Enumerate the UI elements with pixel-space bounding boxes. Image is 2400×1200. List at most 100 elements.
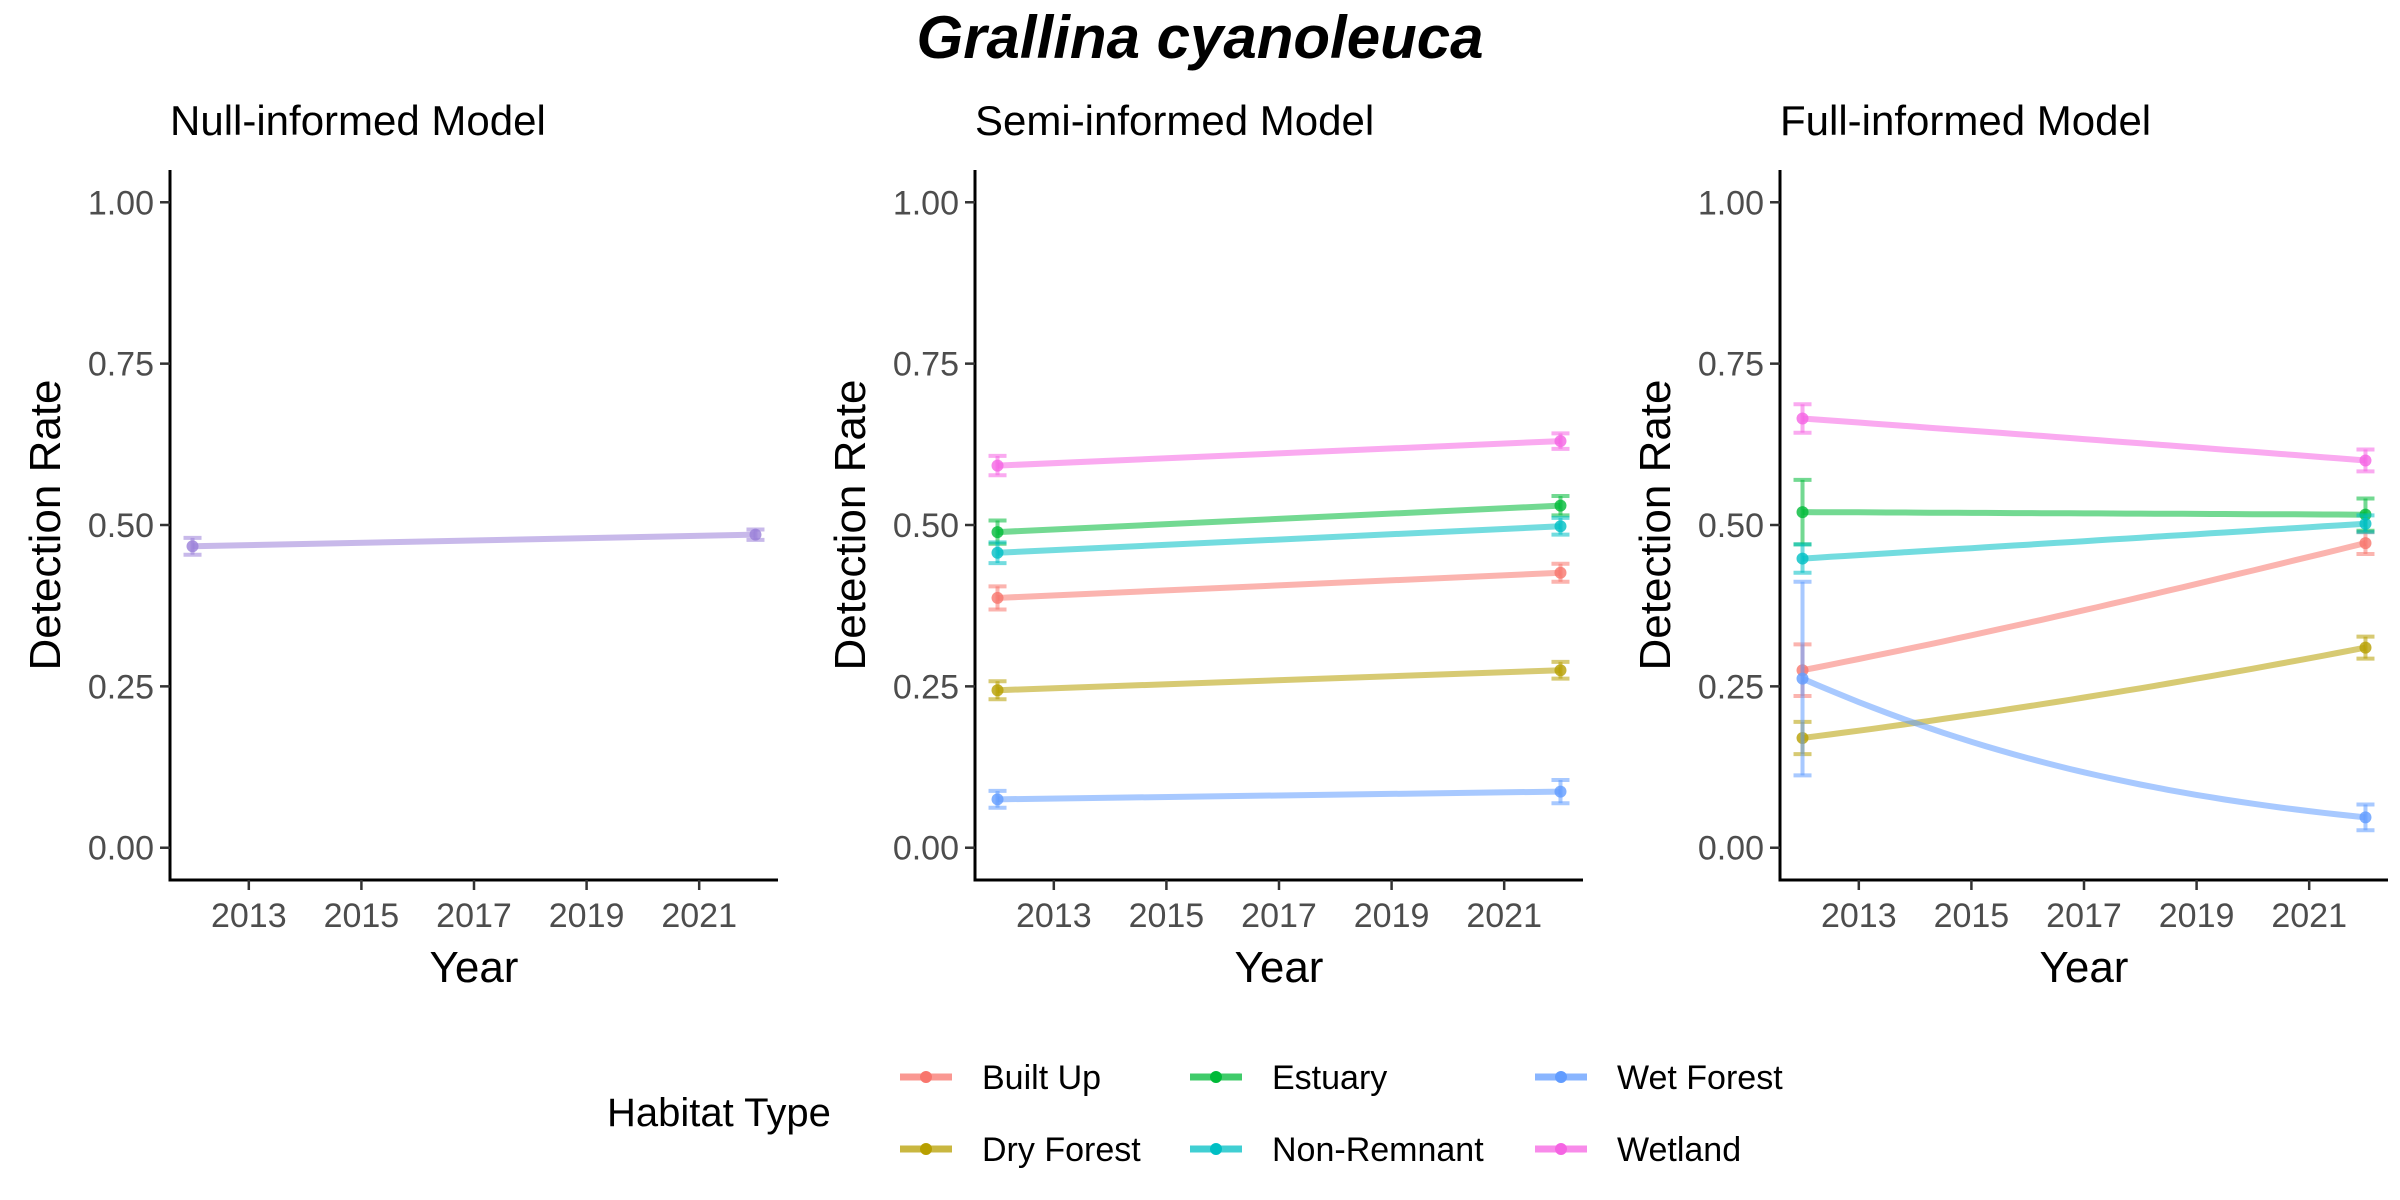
legend-item-wetland: Wetland bbox=[1535, 1131, 1741, 1169]
x-tick-label: 2019 bbox=[549, 897, 625, 935]
fit-line bbox=[1802, 509, 2366, 518]
series-non-remnant bbox=[988, 515, 1570, 566]
data-point bbox=[2359, 537, 2372, 550]
series-wet-forest bbox=[988, 777, 1570, 810]
panel-title: Full-informed Model bbox=[1780, 97, 2151, 144]
y-axis-title: Detection Rate bbox=[1631, 379, 1680, 670]
y-tick-label: 0.50 bbox=[1698, 507, 1764, 545]
series-estuary bbox=[1793, 477, 2375, 547]
x-tick-label: 2015 bbox=[324, 897, 400, 935]
legend-label: Wetland bbox=[1617, 1131, 1741, 1169]
data-point bbox=[1796, 552, 1809, 565]
legend-label: Built Up bbox=[982, 1059, 1101, 1097]
series-wetland bbox=[988, 431, 1570, 478]
data-point bbox=[2359, 517, 2372, 530]
series-wet-forest bbox=[1793, 579, 2375, 833]
x-tick-label: 2021 bbox=[1466, 897, 1542, 935]
fit-line bbox=[1801, 675, 2366, 821]
y-tick-label: 0.25 bbox=[1698, 668, 1764, 706]
x-tick-label: 2015 bbox=[1934, 897, 2010, 935]
legend-label: Wet Forest bbox=[1617, 1059, 1783, 1097]
legend-key bbox=[900, 1143, 952, 1155]
panel-title: Null-informed Model bbox=[170, 97, 546, 144]
x-tick-label: 2017 bbox=[436, 897, 512, 935]
x-tick-label: 2021 bbox=[661, 897, 737, 935]
x-tick-label: 2019 bbox=[1354, 897, 1430, 935]
x-tick-label: 2017 bbox=[2046, 897, 2122, 935]
legend-key bbox=[1535, 1071, 1587, 1083]
legend-item-built-up: Built Up bbox=[900, 1059, 1101, 1097]
legend-item-estuary: Estuary bbox=[1190, 1059, 1387, 1097]
y-tick-label: 0.25 bbox=[893, 668, 959, 706]
legend-item-non-remnant: Non-Remnant bbox=[1190, 1131, 1484, 1169]
x-tick-label: 2015 bbox=[1129, 897, 1205, 935]
fit-line bbox=[1802, 415, 2366, 464]
fit-line bbox=[1801, 540, 2367, 674]
x-axis-title: Year bbox=[430, 943, 519, 992]
fit-line bbox=[997, 438, 1561, 469]
y-axis-title: Detection Rate bbox=[826, 379, 875, 670]
fit-line bbox=[997, 667, 1561, 694]
x-axis-title: Year bbox=[2040, 943, 2129, 992]
legend-item-wet-forest: Wet Forest bbox=[1535, 1059, 1783, 1097]
panel-1: Null-informed Model 0.00 0.25 0.50 0.75 1.00 2… bbox=[21, 97, 778, 992]
data-point bbox=[2359, 454, 2372, 467]
y-tick-label: 0.75 bbox=[88, 346, 154, 384]
data-point bbox=[991, 793, 1004, 806]
legend-label: Dry Forest bbox=[982, 1131, 1141, 1169]
fit-line bbox=[1802, 520, 2366, 562]
x-tick-label: 2013 bbox=[211, 897, 287, 935]
legend-key bbox=[1535, 1143, 1587, 1155]
legend-key bbox=[1190, 1143, 1242, 1155]
data-point bbox=[991, 526, 1004, 539]
x-tick-label: 2017 bbox=[1241, 897, 1317, 935]
data-point bbox=[1796, 506, 1809, 519]
data-point bbox=[1554, 785, 1567, 798]
panel-3: Full-informed Model 0.00 0.25 0.50 0.75 1.00 2… bbox=[1631, 97, 2388, 992]
series-non-remnant bbox=[1793, 513, 2375, 575]
series-dry-forest bbox=[988, 659, 1570, 702]
data-point bbox=[1554, 435, 1567, 448]
y-tick-label: 1.00 bbox=[893, 184, 959, 222]
x-axis-title: Year bbox=[1235, 943, 1324, 992]
data-point bbox=[1554, 520, 1567, 533]
data-point bbox=[991, 459, 1004, 472]
y-tick-label: 0.50 bbox=[88, 507, 154, 545]
panels: Null-informed Model 0.00 0.25 0.50 0.75 1.00 2… bbox=[21, 97, 2388, 992]
legend: Habitat Type Built Up Dry Forest Estuary Non… bbox=[607, 1059, 1783, 1169]
y-tick-label: 0.75 bbox=[893, 346, 959, 384]
series-wetland bbox=[1793, 402, 2375, 474]
series-built-up bbox=[988, 561, 1570, 612]
data-point bbox=[1554, 566, 1567, 579]
x-tick-label: 2013 bbox=[1821, 897, 1897, 935]
fit-line bbox=[1802, 644, 2367, 741]
fit-line bbox=[997, 788, 1561, 803]
series-fit bbox=[183, 527, 765, 557]
data-point bbox=[1796, 412, 1809, 425]
y-tick-label: 0.00 bbox=[1698, 830, 1764, 868]
legend-label: Non-Remnant bbox=[1272, 1131, 1484, 1169]
data-point bbox=[2359, 641, 2372, 654]
x-tick-label: 2013 bbox=[1016, 897, 1092, 935]
y-tick-label: 0.50 bbox=[893, 507, 959, 545]
legend-key bbox=[1190, 1071, 1242, 1083]
data-point bbox=[991, 546, 1004, 559]
main-title: Grallina cyanoleuca bbox=[917, 4, 1484, 71]
panel-2: Semi-informed Model 0.00 0.25 0.50 0.75 1.00 2… bbox=[826, 97, 1583, 992]
y-tick-label: 0.00 bbox=[893, 830, 959, 868]
data-point bbox=[1554, 499, 1567, 512]
data-point bbox=[991, 591, 1004, 604]
x-tick-label: 2021 bbox=[2271, 897, 2347, 935]
data-point bbox=[749, 528, 762, 541]
data-point bbox=[1554, 664, 1567, 677]
data-point bbox=[1796, 672, 1809, 685]
legend-label: Estuary bbox=[1272, 1059, 1387, 1097]
fit-line bbox=[997, 569, 1561, 601]
y-tick-label: 0.75 bbox=[1698, 346, 1764, 384]
legend-key bbox=[900, 1071, 952, 1083]
fit-line bbox=[997, 502, 1561, 536]
x-tick-label: 2019 bbox=[2159, 897, 2235, 935]
fit-line bbox=[192, 531, 756, 550]
data-point bbox=[186, 540, 199, 553]
